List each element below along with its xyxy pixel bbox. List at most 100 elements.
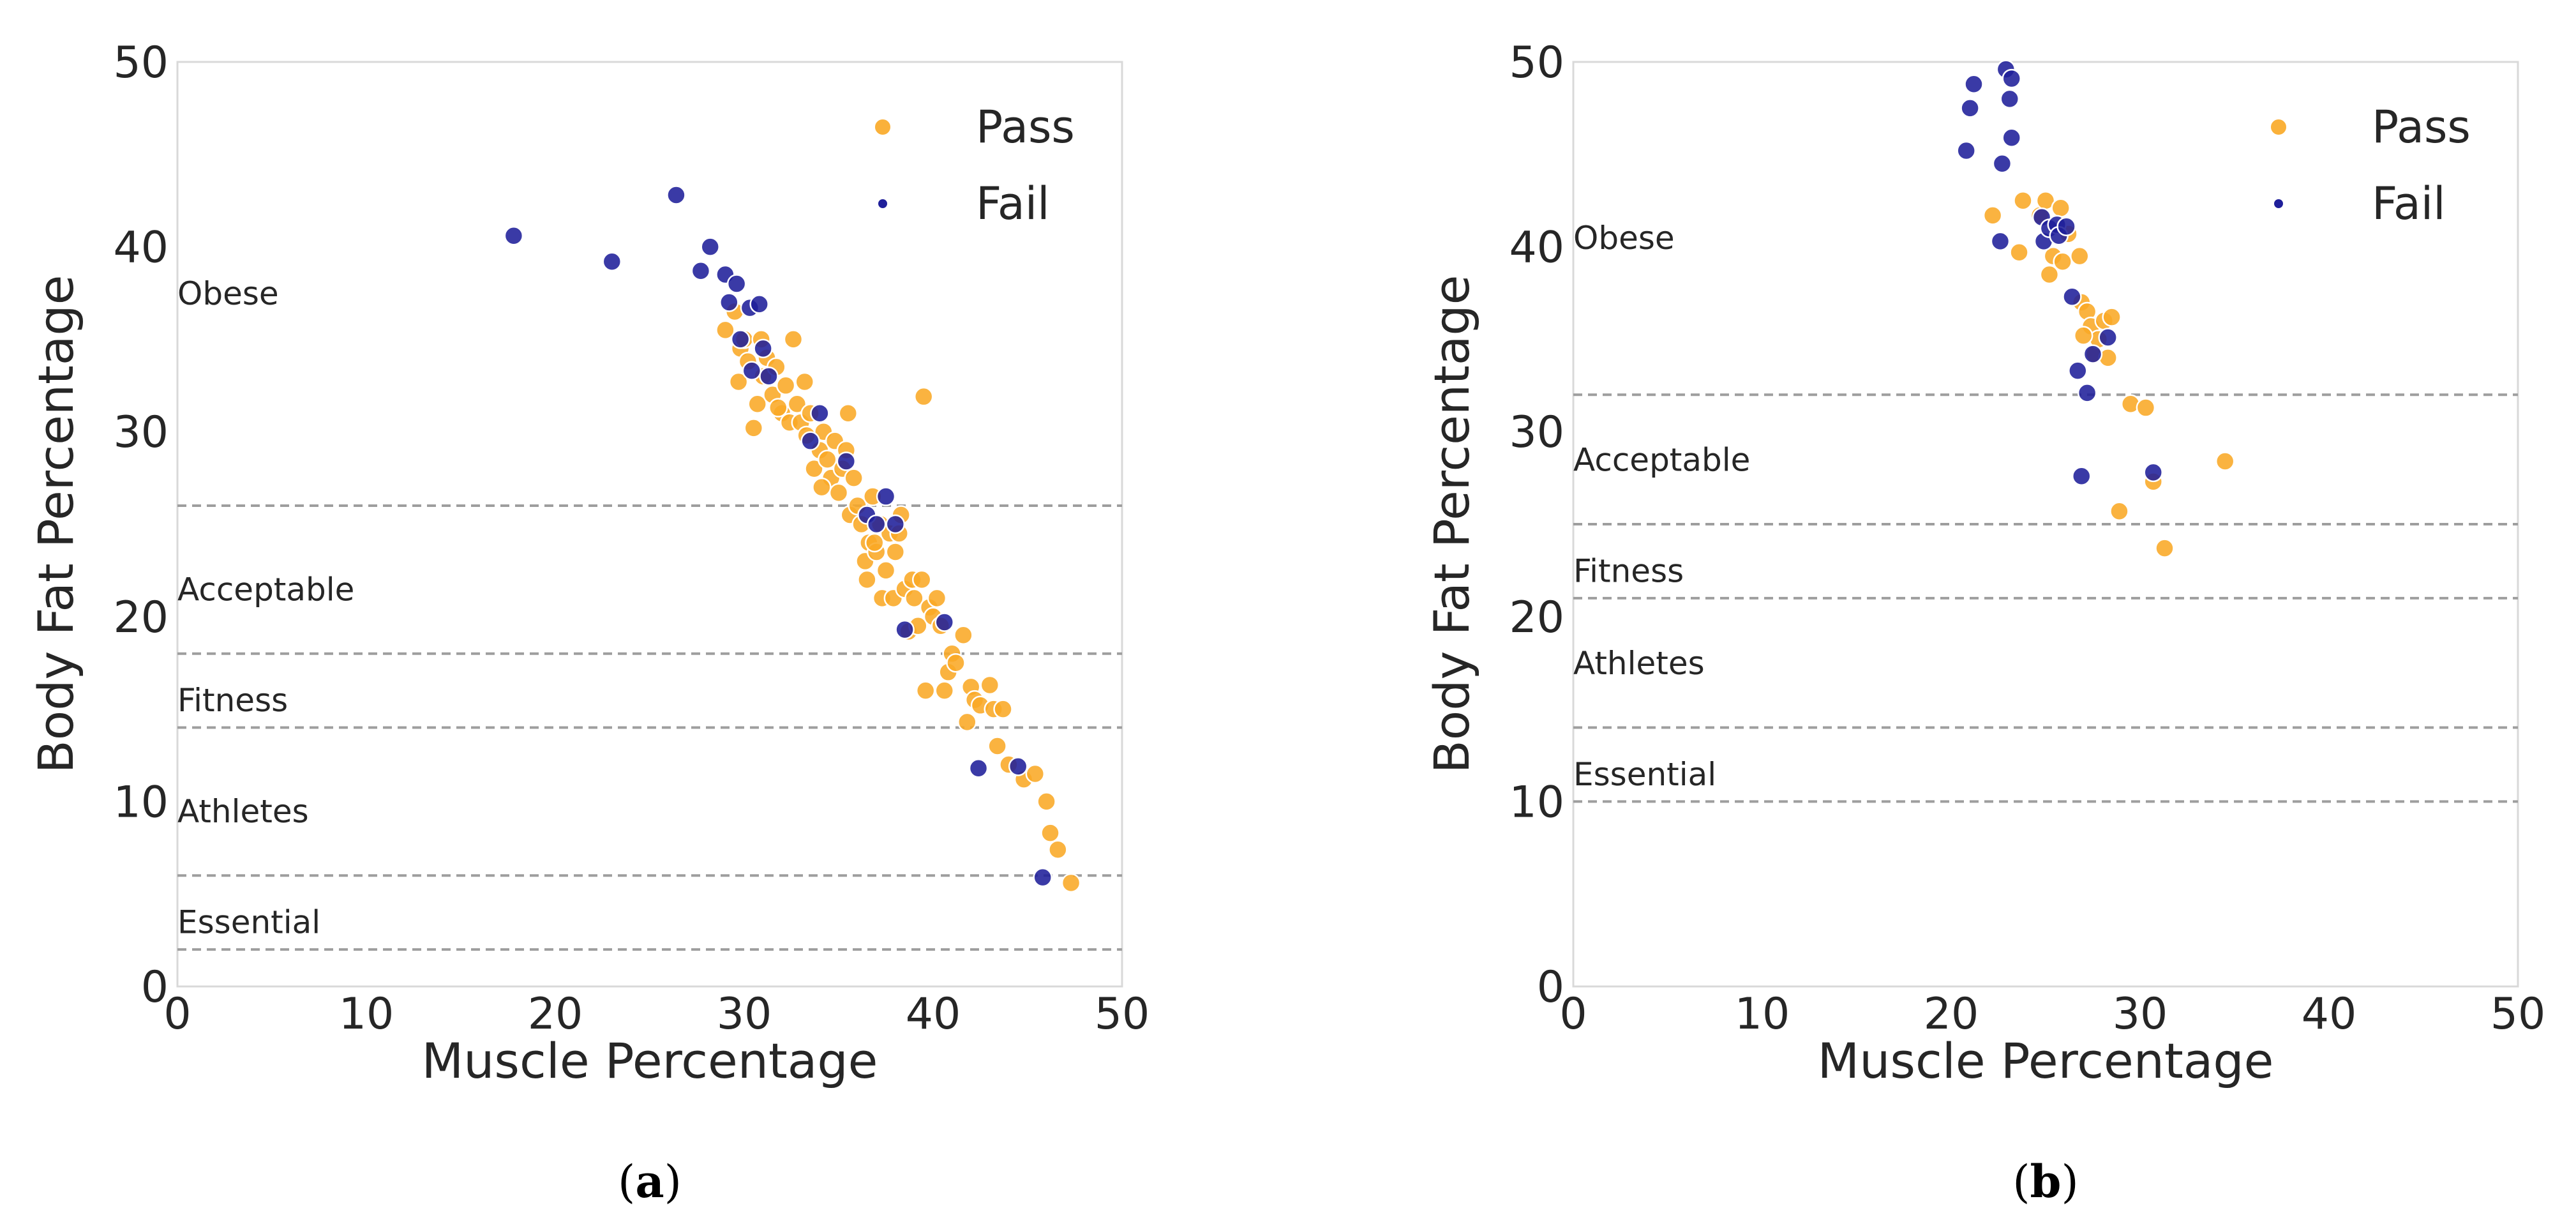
zone-label-a-essential: Essential [177, 904, 320, 941]
data-point-pass [915, 681, 936, 700]
y-tick-label-a-40: 40 [113, 223, 168, 273]
zone-label-b-essential: Essential [1573, 756, 1716, 793]
data-point-fail [1956, 140, 1976, 161]
data-point-pass [857, 570, 877, 590]
data-point-pass [775, 375, 796, 396]
data-point-pass [2051, 198, 2071, 218]
data-point-pass [828, 483, 849, 503]
data-point-fail [2143, 462, 2163, 483]
y-tick-label-b-50: 50 [1509, 38, 1564, 88]
x-tick-label-b-30: 30 [2113, 989, 2168, 1039]
data-point-fail [759, 366, 779, 386]
data-point-fail [1964, 74, 1984, 94]
data-point-pass [2070, 246, 2090, 266]
y-tick-label-b-40: 40 [1509, 223, 1564, 273]
zone-label-b-acceptable: Acceptable [1573, 442, 1750, 479]
data-point-pass [2215, 451, 2235, 471]
y-tick-label-a-10: 10 [113, 777, 168, 827]
x-tick-label-a-40: 40 [906, 989, 961, 1039]
data-point-fail [726, 274, 747, 294]
data-point-pass [927, 588, 947, 608]
data-point-pass [2109, 501, 2129, 521]
zone-label-b-obese: Obese [1573, 220, 1675, 257]
x-tick-label-b-40: 40 [2302, 989, 2357, 1039]
y-tick-label-a-30: 30 [113, 407, 168, 458]
data-point-pass [1037, 792, 1056, 812]
x-tick-label-b-10: 10 [1735, 989, 1790, 1039]
legend-label-pass: Pass [976, 101, 1075, 153]
data-point-pass [2039, 264, 2060, 285]
data-point-pass [1025, 764, 1045, 784]
x-axis-label-a: Muscle Percentage [422, 1032, 878, 1089]
data-point-pass [787, 394, 807, 414]
data-point-fail [1992, 154, 2012, 174]
zone-label-a-acceptable: Acceptable [177, 571, 354, 608]
x-tick-label-b-50: 50 [2490, 989, 2546, 1039]
y-tick-label-b-20: 20 [1509, 593, 1564, 643]
data-point-pass [911, 570, 932, 590]
data-point-fail [1960, 98, 1980, 118]
data-point-pass [2009, 243, 2029, 262]
data-point-fail [602, 252, 622, 272]
plot-area-a [176, 61, 1123, 988]
data-point-pass [876, 561, 896, 580]
data-point-pass [1048, 840, 1068, 859]
data-point-fail [836, 451, 857, 471]
x-tick-label-a-10: 10 [339, 989, 394, 1039]
data-point-pass [795, 372, 814, 392]
data-point-pass [913, 386, 934, 407]
data-point-pass [747, 394, 767, 414]
data-point-pass [768, 398, 788, 418]
data-point-fail [742, 361, 762, 381]
data-point-pass [715, 320, 735, 340]
data-point-fail [1033, 867, 1052, 887]
legend-a: Pass Fail [874, 101, 1075, 230]
data-point-pass [2102, 307, 2122, 327]
data-point-fail [2002, 128, 2021, 147]
data-point-pass [2013, 190, 2033, 211]
legend-marker-fail [2274, 199, 2283, 208]
y-tick-label-b-30: 30 [1509, 407, 1564, 458]
data-point-pass [946, 653, 966, 673]
y-tick-label-a-50: 50 [113, 38, 168, 88]
zone-label-a-athletes: Athletes [177, 793, 309, 830]
data-point-fail [749, 294, 769, 314]
data-point-pass [728, 372, 749, 392]
data-point-fail [719, 292, 739, 312]
data-point-fail [2068, 361, 2088, 381]
data-point-pass [904, 588, 924, 608]
data-point-pass [812, 477, 832, 497]
data-point-pass [987, 736, 1007, 756]
data-point-pass [864, 532, 885, 553]
data-point-fail [885, 514, 906, 534]
legend-label-fail: Fail [976, 177, 1050, 230]
zone-label-b-fitness: Fitness [1573, 552, 1684, 589]
data-point-fail [2062, 287, 2082, 307]
legend-label-fail: Fail [2372, 177, 2446, 230]
y-tick-label-a-20: 20 [113, 593, 168, 643]
data-point-fail [666, 185, 686, 205]
x-tick-label-a-50: 50 [1095, 989, 1150, 1039]
panel-label-a: (a) [618, 1155, 682, 1208]
x-axis-label-b: Muscle Percentage [1818, 1032, 2274, 1089]
data-point-pass [804, 458, 824, 479]
data-point-pass [2053, 252, 2072, 272]
panel-b: 0 10 20 30 40 50 0 10 20 30 40 50 Obese Acceptable Fi… [1423, 38, 2545, 1208]
x-tick-label-b-20: 20 [1924, 989, 1979, 1039]
data-point-fail [895, 619, 915, 640]
data-point-pass [744, 418, 764, 438]
data-point-pass [783, 329, 804, 349]
y-tick-label-a-0: 0 [141, 962, 168, 1013]
x-tick-label-b-0: 0 [1559, 989, 1587, 1039]
data-point-fail [934, 612, 955, 632]
y-tick-label-b-0: 0 [1537, 962, 1564, 1013]
legend-label-pass: Pass [2372, 101, 2471, 153]
data-point-pass [817, 449, 837, 469]
data-point-fail [2098, 328, 2118, 347]
y-axis-label-b: Body Fat Percentage [1423, 275, 1480, 774]
data-point-fail [2000, 89, 2020, 109]
data-point-fail [968, 759, 989, 778]
legend-marker-pass [874, 118, 892, 136]
y-tick-label-b-10: 10 [1509, 777, 1564, 827]
